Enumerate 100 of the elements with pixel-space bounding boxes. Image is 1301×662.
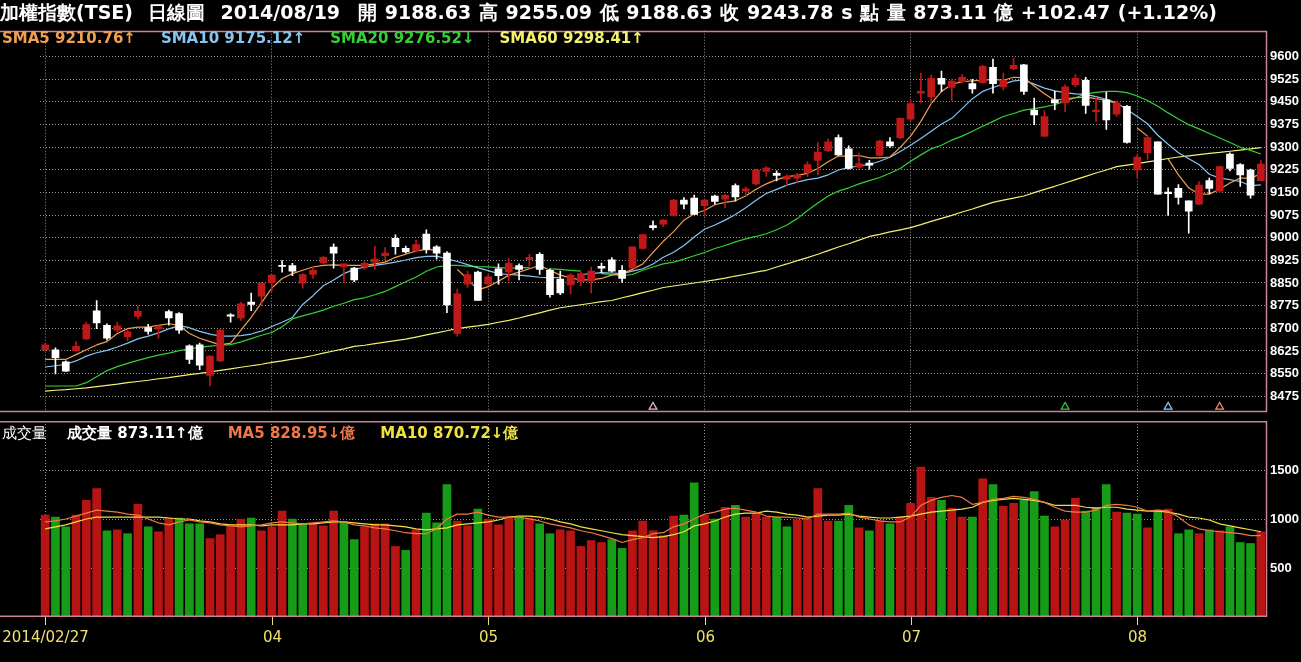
bar: [576, 546, 586, 617]
bar: [968, 516, 977, 617]
bar: [823, 520, 833, 617]
y-tick-label: 9375: [1270, 115, 1299, 131]
bar: [40, 514, 50, 617]
bar: [483, 518, 493, 617]
bar: [916, 466, 926, 617]
y-tick-label: 9075: [1270, 206, 1299, 222]
y-tick-label: 1500: [1270, 461, 1299, 477]
bar: [349, 539, 359, 617]
bar: [947, 507, 957, 617]
bar: [1143, 527, 1152, 617]
bar: [700, 514, 709, 617]
bar: [1112, 511, 1121, 617]
bar: [1153, 509, 1163, 617]
bar: [1050, 526, 1060, 617]
bar: [123, 533, 132, 617]
bar: [885, 523, 895, 617]
bar: [1132, 513, 1142, 617]
y-tick-label: 9300: [1270, 138, 1299, 154]
bar: [1019, 500, 1029, 617]
x-tick-label: 2014/02/27: [2, 627, 89, 646]
bar: [1060, 519, 1070, 617]
x-tick-label: 04: [262, 627, 283, 646]
bar: [607, 539, 617, 617]
bar: [545, 533, 555, 617]
candlestick: [278, 260, 286, 273]
chart-title: 成交量: [2, 424, 47, 442]
bar: [1101, 484, 1111, 617]
bar: [360, 526, 369, 617]
text: SMA5 9210.76↑: [2, 29, 136, 47]
bar: [525, 517, 534, 617]
bar: [772, 516, 781, 617]
bar: [1215, 530, 1224, 617]
bar: [1163, 508, 1173, 617]
bar: [102, 530, 112, 617]
bar: [937, 500, 946, 617]
text: SMA60 9298.41↑: [499, 29, 644, 47]
candlestick: [1164, 187, 1172, 216]
y-tick-label: 9600: [1270, 47, 1299, 63]
y-tick-label: 8700: [1270, 319, 1299, 335]
y-tick-label: 500: [1270, 559, 1292, 575]
y-tick-label: 1000: [1270, 510, 1299, 526]
y-tick-label: 8850: [1270, 274, 1299, 290]
bar: [391, 546, 400, 617]
bar: [813, 488, 823, 617]
bar: [617, 548, 627, 617]
bar: [339, 521, 349, 617]
bar: [1256, 531, 1266, 617]
bar: [926, 497, 936, 617]
y-tick-label: 9450: [1270, 93, 1299, 109]
y-tick-label: 8475: [1270, 387, 1299, 403]
y-tick-label: 9150: [1270, 183, 1299, 199]
bar: [782, 526, 792, 617]
y-tick-label: 8775: [1270, 297, 1299, 313]
bar: [865, 530, 874, 617]
y-tick-label: 9000: [1270, 229, 1299, 245]
y-tick-label: 8550: [1270, 365, 1299, 381]
y-tick-label: 8625: [1270, 342, 1299, 358]
bar: [246, 517, 256, 617]
bar: [442, 484, 452, 617]
candlestick: [1030, 97, 1039, 125]
x-tick-label: 06: [695, 627, 716, 646]
bar: [205, 538, 215, 617]
bar: [689, 482, 699, 617]
bar: [957, 516, 967, 617]
bar: [988, 484, 998, 617]
bar: [308, 523, 318, 617]
text: SMA10 9175.12↑: [160, 29, 306, 47]
bar: [112, 529, 122, 617]
candlestick: [917, 72, 925, 104]
candlestick: [783, 174, 791, 187]
bar: [401, 550, 411, 617]
y-tick-label: 9225: [1270, 161, 1299, 177]
chart-subtitle: 開 9188.63 高 9255.09 低 9188.63 收 9243.78 s 點 量 873.11 億 +102.47 (+1.12%): [358, 0, 1217, 24]
bar: [1205, 529, 1214, 617]
candlestick: [247, 292, 256, 312]
bar: [143, 526, 153, 617]
x-tick-label: 07: [901, 627, 922, 646]
bar: [1194, 533, 1204, 617]
bar: [710, 518, 720, 617]
y-tick-label: 8925: [1270, 251, 1299, 267]
x-tick-label: 05: [478, 627, 499, 646]
text: SMA20 9276.52↓: [330, 29, 475, 47]
y-tick-label: 9525: [1270, 70, 1299, 86]
bar: [1071, 498, 1080, 617]
bar: [411, 529, 421, 617]
bar: [854, 527, 864, 617]
bar: [535, 523, 544, 617]
bar: [751, 513, 761, 617]
x-tick-label: 08: [1127, 627, 1148, 646]
bar: [978, 478, 988, 617]
text: MA5 828.95↓億: [227, 424, 356, 442]
annotation: 成交量 873.11↑億: [67, 424, 203, 442]
bar: [741, 516, 751, 617]
bar: [1122, 512, 1132, 617]
bar: [731, 504, 740, 617]
bar: [514, 516, 524, 617]
candlestick: [1092, 96, 1100, 122]
bar: [875, 520, 884, 617]
